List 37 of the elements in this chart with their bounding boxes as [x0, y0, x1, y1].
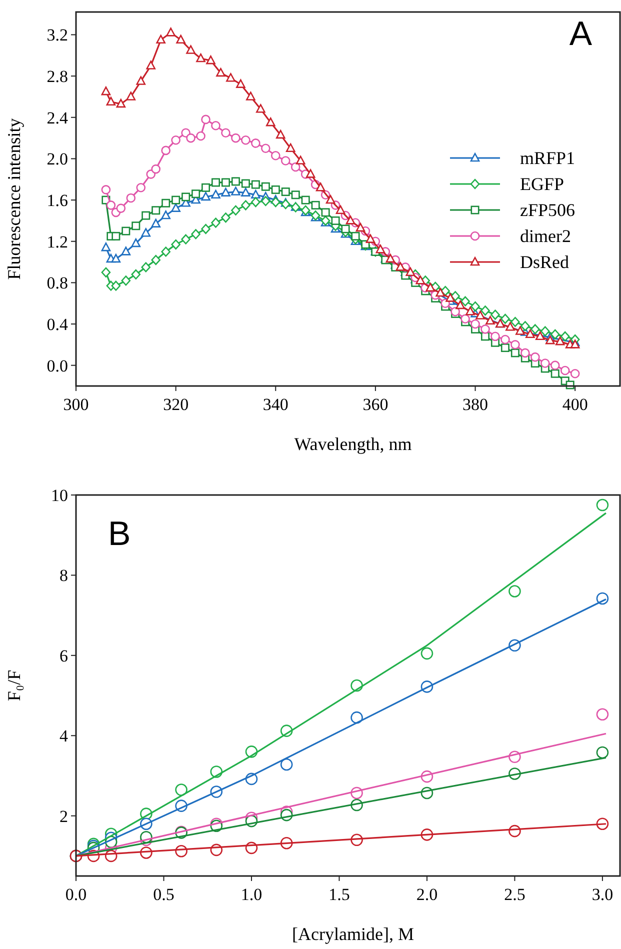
annotation: A: [569, 15, 592, 53]
y-tick-label: 2.8: [46, 67, 68, 86]
x-tick-label: 380: [462, 395, 488, 414]
x-tick-label: 0.5: [153, 885, 174, 904]
y-axis-title: F₀/F: [4, 670, 24, 702]
legend-label: DsRed: [520, 252, 569, 272]
x-tick-label: 400: [562, 395, 588, 414]
x-tick-label: 340: [262, 395, 288, 414]
y-tick-label: 10: [51, 486, 68, 505]
y-tick-label: 2.4: [46, 108, 68, 128]
y-tick-label: 0.8: [46, 274, 68, 293]
x-axis-title: Wavelength, nm: [294, 434, 412, 454]
y-tick-label: 8: [60, 566, 68, 586]
y-tick-label: 3.2: [46, 26, 68, 45]
y-tick-label: 2.0: [46, 150, 68, 169]
y-tick-label: 1.6: [46, 191, 68, 210]
annotation: B: [108, 515, 131, 553]
y-tick-label: 0.4: [46, 315, 68, 334]
legend-label: EGFP: [520, 174, 564, 194]
y-tick-label: 0.0: [46, 356, 68, 376]
x-tick-label: 3.0: [592, 885, 614, 904]
y-tick-label: 1.2: [46, 232, 68, 252]
y-axis-title: Fluorescence intensity: [4, 118, 24, 280]
legend-label: dimer2: [520, 226, 571, 246]
y-tick-label: 2: [60, 806, 68, 826]
x-tick-label: 360: [362, 395, 388, 414]
x-tick-label: 2.5: [504, 885, 526, 904]
y-tick-label: 6: [60, 646, 68, 666]
x-tick-label: 300: [63, 395, 89, 414]
x-tick-label: 320: [163, 395, 189, 414]
y-tick-label: 4: [60, 726, 68, 746]
x-axis-title: [Acrylamide], M: [292, 924, 414, 944]
x-tick-label: 1.0: [240, 885, 262, 904]
legend-label: mRFP1: [520, 148, 576, 168]
legend-label: zFP506: [520, 200, 576, 220]
x-tick-label: 2.0: [416, 885, 438, 904]
x-tick-label: 1.5: [328, 885, 350, 904]
